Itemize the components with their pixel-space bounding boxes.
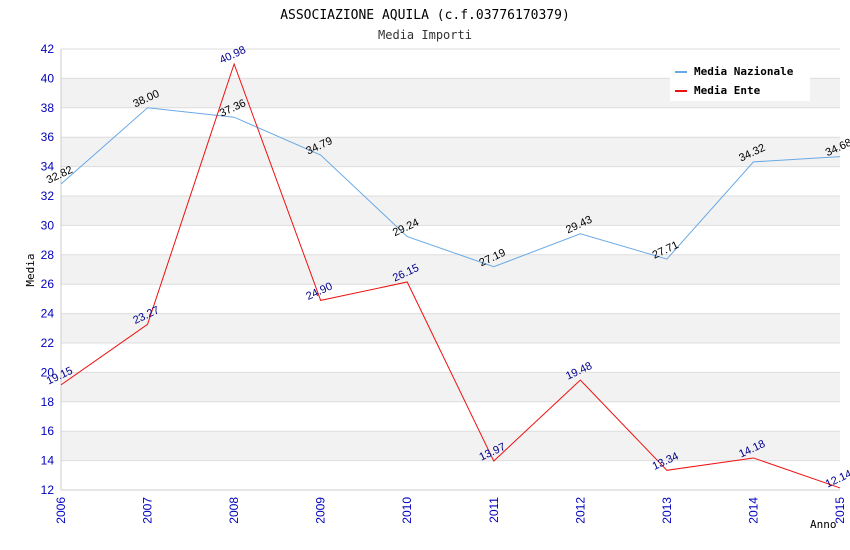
y-tick-label: 12	[41, 483, 55, 497]
x-tick-label: 2011	[487, 497, 501, 523]
series-lines	[60, 62, 841, 489]
y-tick-label: 40	[41, 71, 55, 85]
x-axis-ticks: 2006 2007 2008 2009 2010 2011 2012 2013 2014 2015	[54, 497, 847, 524]
grid-band	[61, 343, 840, 373]
y-tick-label: 36	[41, 130, 55, 144]
y-tick-label: 26	[41, 277, 55, 291]
x-tick-label: 2008	[227, 497, 241, 524]
x-axis-label: Anno	[810, 518, 837, 531]
x-tick-label: 2013	[660, 497, 674, 524]
grid-band	[61, 284, 840, 314]
y-tick-label: 16	[41, 424, 55, 438]
grid-band	[61, 401, 840, 432]
x-tick-label: 2012	[573, 497, 587, 524]
y-tick-label: 20	[41, 365, 55, 379]
grid-bands	[61, 48, 840, 491]
legend-box	[670, 60, 810, 101]
series-line-media-nazionale	[60, 107, 841, 268]
y-tick-label: 38	[41, 101, 55, 115]
grid-band	[61, 431, 840, 461]
grid-band	[61, 196, 840, 226]
grid-band	[61, 254, 840, 285]
legend-label-media-ente: Media Ente	[694, 84, 761, 97]
x-tick-label: 2014	[746, 497, 760, 524]
grid-band	[61, 372, 840, 402]
legend: Media Nazionale Media Ente	[670, 60, 810, 101]
y-tick-label: 28	[41, 248, 55, 262]
x-tick-label: 2009	[314, 497, 328, 524]
grid-band	[61, 460, 840, 490]
y-tick-label: 42	[41, 42, 55, 56]
series-line-media-ente	[60, 62, 841, 489]
grid-band	[61, 137, 840, 167]
grid-band	[61, 166, 840, 196]
x-tick-label: 2006	[54, 497, 68, 524]
x-tick-label: 2010	[400, 497, 414, 524]
y-axis-label: Media	[24, 253, 37, 286]
y-tick-label: 32	[41, 189, 55, 203]
chart-title: ASSOCIAZIONE AQUILA (c.f.03776170379)	[280, 8, 570, 23]
legend-label-media-nazionale: Media Nazionale	[694, 65, 794, 78]
y-tick-label: 22	[41, 336, 55, 350]
x-tick-label: 2015	[833, 497, 847, 524]
x-tick-label: 2007	[141, 497, 155, 524]
y-tick-label: 30	[41, 218, 55, 232]
y-tick-label: 18	[41, 395, 55, 409]
chart-subtitle: Media Importi	[378, 28, 472, 42]
y-tick-label: 24	[41, 307, 55, 321]
grid-band	[61, 225, 840, 255]
y-axis-ticks: 12 14 16 18 20 22 24 26 28 30 32 34 36 38 40 42	[41, 42, 55, 497]
y-tick-label: 14	[41, 454, 55, 468]
grid-band	[61, 313, 840, 343]
grid-band	[61, 107, 840, 138]
y-tick-label: 34	[41, 160, 55, 174]
